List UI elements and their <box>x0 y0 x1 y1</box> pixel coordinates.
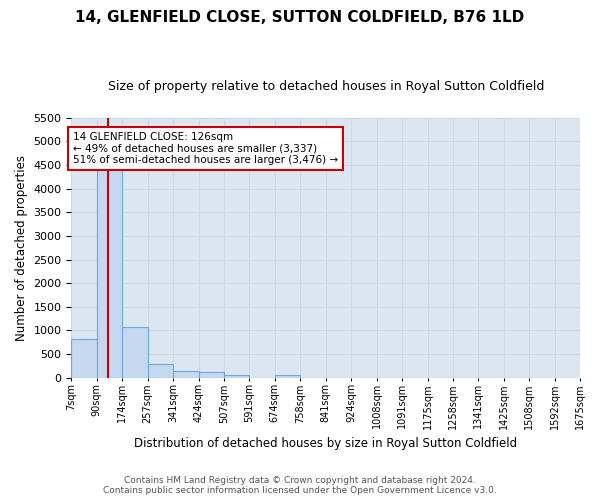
Text: 14 GLENFIELD CLOSE: 126sqm
← 49% of detached houses are smaller (3,337)
51% of s: 14 GLENFIELD CLOSE: 126sqm ← 49% of deta… <box>73 132 338 165</box>
Text: Contains HM Land Registry data © Crown copyright and database right 2024.
Contai: Contains HM Land Registry data © Crown c… <box>103 476 497 495</box>
Bar <box>275 375 301 378</box>
Bar <box>199 372 224 378</box>
Title: Size of property relative to detached houses in Royal Sutton Coldfield: Size of property relative to detached ho… <box>107 80 544 93</box>
Bar <box>97 160 122 378</box>
Text: 14, GLENFIELD CLOSE, SUTTON COLDFIELD, B76 1LD: 14, GLENFIELD CLOSE, SUTTON COLDFIELD, B… <box>76 10 524 25</box>
Bar <box>122 326 148 378</box>
Bar <box>71 339 97 378</box>
Bar <box>148 364 173 378</box>
Y-axis label: Number of detached properties: Number of detached properties <box>15 154 28 340</box>
Bar <box>173 372 199 378</box>
Bar <box>224 375 250 378</box>
X-axis label: Distribution of detached houses by size in Royal Sutton Coldfield: Distribution of detached houses by size … <box>134 437 517 450</box>
